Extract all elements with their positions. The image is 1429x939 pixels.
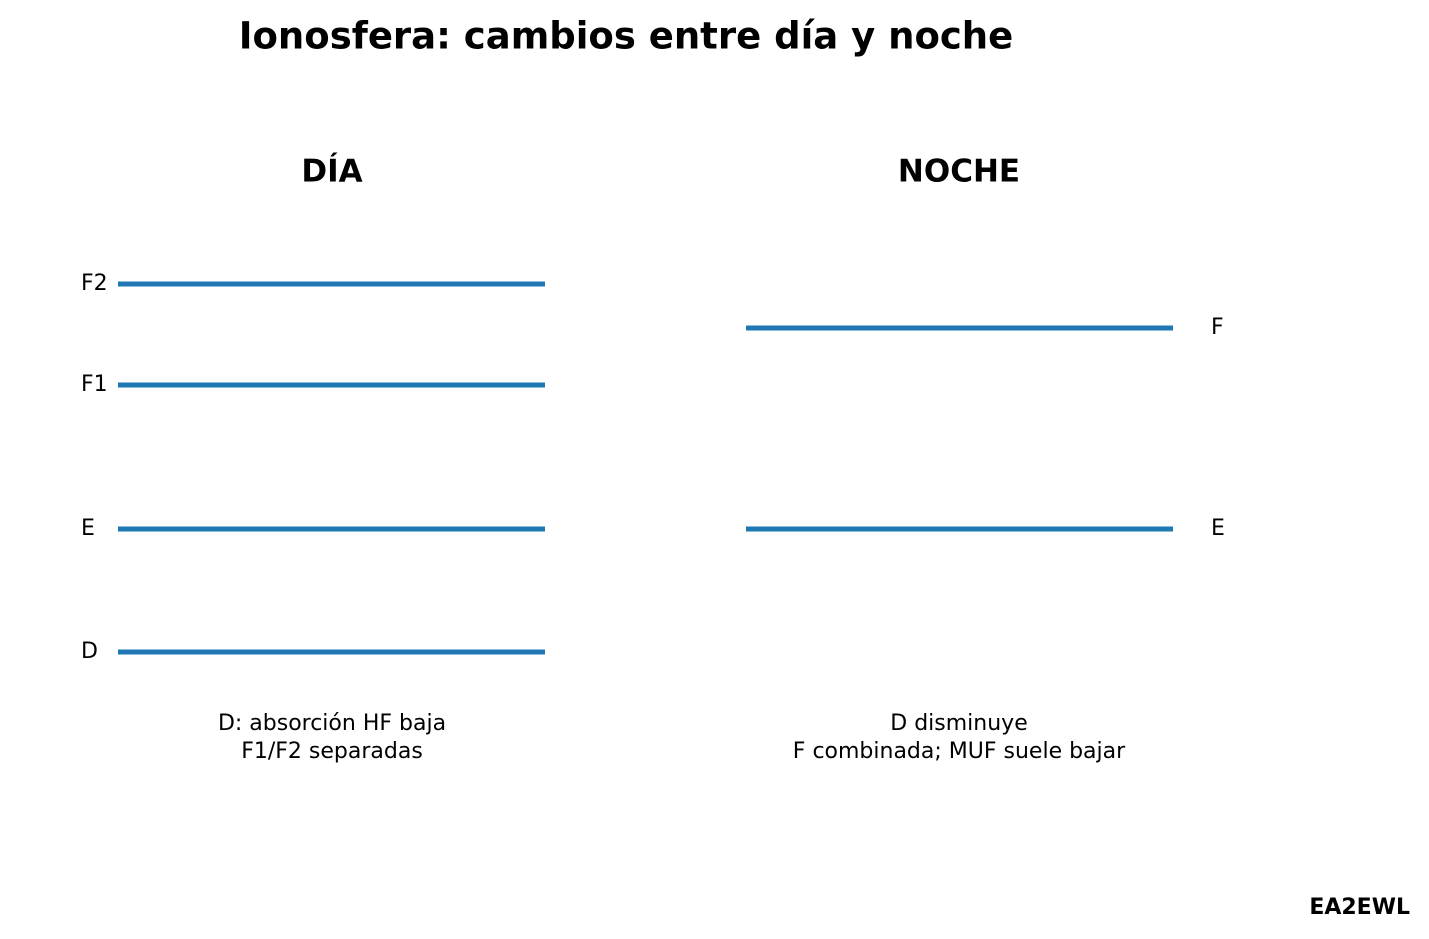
title: Ionosfera: cambios entre día y noche	[239, 15, 1014, 58]
layer-label: D	[81, 639, 98, 664]
layer-label: E	[1211, 516, 1225, 541]
note-line: D: absorción HF baja	[218, 711, 446, 736]
note-line: D disminuye	[890, 711, 1027, 736]
credit: EA2EWL	[1309, 895, 1410, 920]
note-line: F1/F2 separadas	[241, 739, 423, 764]
layer-label: F	[1211, 315, 1224, 340]
layer-label: E	[81, 516, 95, 541]
layer-label: F1	[81, 372, 108, 397]
note-line: F combinada; MUF suele bajar	[793, 739, 1126, 764]
panel-heading: DÍA	[301, 154, 362, 190]
panel-heading: NOCHE	[898, 154, 1020, 190]
layer-label: F2	[81, 271, 108, 296]
